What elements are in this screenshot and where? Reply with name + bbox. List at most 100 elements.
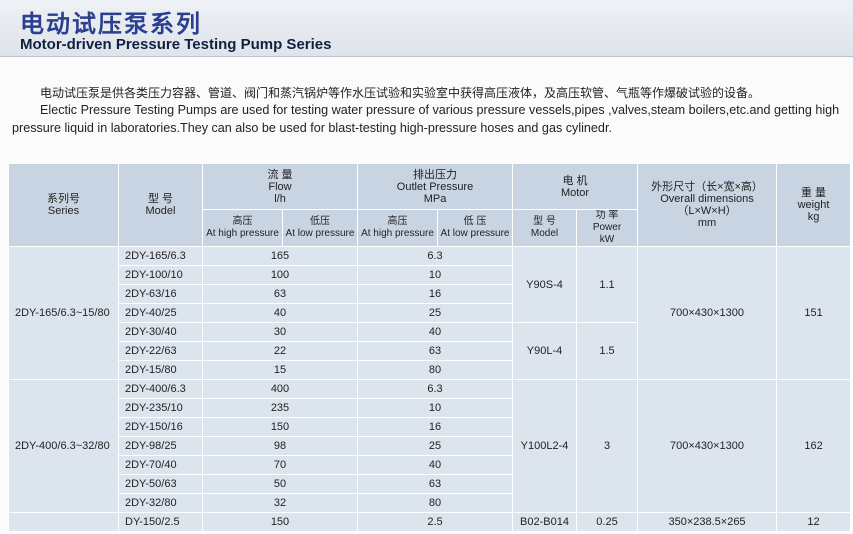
- header-text: 型 号: [533, 216, 556, 227]
- motor-model-cell: B02-B014: [512, 512, 578, 532]
- title-cn: 电动试压泵系列: [20, 11, 202, 38]
- weight-cell: 12: [776, 512, 852, 532]
- header-text: kW: [599, 234, 615, 245]
- flow-cell: 30: [202, 322, 358, 342]
- weight-cell: 162: [776, 379, 852, 513]
- header-text: kg: [807, 211, 820, 223]
- header-text: 高压: [232, 216, 253, 227]
- pressure-cell: 6.3: [356, 246, 514, 266]
- series-cell: 2DY-165/6.3~15/80: [8, 246, 119, 380]
- header-text: 重 量: [800, 187, 827, 199]
- dimensions-cell: 700×430×1300: [637, 246, 778, 380]
- pressure-cell: 40: [356, 455, 514, 475]
- flow-cell: 235: [202, 398, 358, 418]
- flow-cell: 165: [202, 246, 358, 266]
- pressure-cell: 40: [356, 322, 514, 342]
- pressure-cell: 16: [356, 417, 514, 437]
- header-text: mm: [697, 217, 717, 229]
- table-row: 2DY-15/80 15 80: [9, 360, 851, 380]
- dimensions-cell: 350×238.5×265: [637, 512, 778, 532]
- header-cell: 型 号 Model: [118, 163, 203, 247]
- pressure-cell: 25: [356, 436, 514, 456]
- header-text: 型 号: [147, 193, 174, 205]
- model-cell: 2DY-400/6.3: [118, 379, 203, 399]
- series-cell: [8, 512, 119, 532]
- header-cell: 高压 At high pressure: [357, 209, 438, 247]
- table-row: 2DY-98/25 98 25: [9, 436, 851, 456]
- motor-model-cell: Y90S-4: [512, 246, 578, 323]
- model-cell: 2DY-98/25: [118, 436, 203, 456]
- header-cell: 重 量 weight kg: [776, 163, 852, 247]
- table-row: 2DY-100/10 100 10: [9, 265, 851, 285]
- header-text: Model: [530, 228, 559, 239]
- header-text: Model: [145, 205, 176, 217]
- model-cell: 2DY-70/40: [118, 455, 203, 475]
- spec-table: 系列号 Series 型 号 Model 流 量 Flow l/h 排出压力 Outlet…: [8, 163, 852, 532]
- header-text: 外形尺寸（长×宽×高）: [651, 181, 763, 193]
- header-text: At low pressure: [440, 228, 510, 239]
- header-cell: 外形尺寸（长×宽×高） Overall dimensions （L×W×H） mm: [637, 163, 778, 247]
- header-cell: 低 压 At low pressure: [436, 209, 514, 247]
- model-cell: 2DY-165/6.3: [118, 246, 203, 266]
- model-cell: 2DY-235/10: [118, 398, 203, 418]
- header-text: 低 压: [463, 216, 487, 227]
- flow-cell: 70: [202, 455, 358, 475]
- header-cell: 系列号 Series: [8, 163, 119, 247]
- header-text: Motor: [560, 186, 590, 199]
- pressure-cell: 6.3: [356, 379, 514, 399]
- flow-cell: 22: [202, 341, 358, 361]
- flow-cell: 100: [202, 265, 358, 285]
- motor-power-cell: 1.5: [576, 322, 639, 380]
- table-row: 2DY-150/16 150 16: [9, 417, 851, 437]
- pressure-cell: 63: [356, 341, 514, 361]
- table-row: 2DY-400/6.3~32/80 2DY-400/6.3 400 6.3 Y100L2…: [8, 379, 852, 513]
- flow-cell: 40: [202, 303, 358, 323]
- model-cell: 2DY-40/25: [118, 303, 203, 323]
- flow-cell: 32: [202, 493, 358, 513]
- header-text: 高压: [387, 216, 408, 227]
- table-row: 2DY-70/40 70 40: [9, 455, 851, 475]
- table-row: 2DY-63/16 63 16: [9, 284, 851, 304]
- model-cell: 2DY-150/16: [118, 417, 203, 437]
- weight-cell: 151: [776, 246, 852, 380]
- header-text: Outlet Pressure: [396, 180, 474, 193]
- pressure-cell: 63: [356, 474, 514, 494]
- model-cell: 2DY-22/63: [118, 341, 203, 361]
- flow-cell: 15: [202, 360, 358, 380]
- header-text: Overall dimensions: [660, 193, 754, 205]
- header-text: 系列号: [47, 193, 80, 205]
- pressure-cell: 2.5: [356, 512, 514, 532]
- series-cell: 2DY-400/6.3~32/80: [8, 379, 119, 513]
- table-body: 2DY-165/6.3~15/80 2DY-165/6.3 165 6.3 Y90S-4…: [8, 246, 852, 532]
- motor-model-cell: Y90L-4: [512, 322, 578, 380]
- model-cell: 2DY-30/40: [118, 322, 203, 342]
- header-cell: 高压 At high pressure: [202, 209, 283, 247]
- intro-cn: 电动试压泵是供各类压力容器、管道、阀门和蒸汽锅炉等作水压试验和实验室中获得高压液…: [40, 86, 761, 100]
- header-cell: 型 号 Model: [512, 209, 578, 247]
- pressure-cell: 80: [356, 360, 514, 380]
- motor-power-cell: 0.25: [576, 512, 639, 532]
- pressure-cell: 10: [356, 398, 514, 418]
- table-row: 2DY-30/40 30 40 Y90L-4 1.5: [9, 322, 851, 380]
- model-cell: 2DY-100/10: [118, 265, 203, 285]
- table-row: DY-150/2.5 150 2.5 B02-B014 0.25 350×238.5×26…: [8, 512, 852, 532]
- table-row: 2DY-165/6.3~15/80 2DY-165/6.3 165 6.3 Y90S-4…: [8, 246, 852, 380]
- pressure-cell: 16: [356, 284, 514, 304]
- header-cell: 功 率 Power kW: [576, 209, 639, 247]
- intro-en: Electic Pressure Testing Pumps are used …: [12, 103, 840, 135]
- title-en: Motor-driven Pressure Testing Pump Serie…: [20, 36, 332, 53]
- model-cell: 2DY-32/80: [118, 493, 203, 513]
- flow-cell: 63: [202, 284, 358, 304]
- motor-model-cell: Y100L2-4: [512, 379, 578, 513]
- banner: 电动试压泵系列 Motor-driven Pressure Testing Pu…: [0, 0, 853, 57]
- header-cell: 电 机 Motor: [512, 163, 639, 210]
- motor-power-cell: 3: [576, 379, 639, 513]
- model-cell: 2DY-50/63: [118, 474, 203, 494]
- header-text: At high pressure: [206, 228, 279, 239]
- flow-cell: 150: [202, 417, 358, 437]
- header-cell: 流 量 Flow l/h: [202, 163, 358, 210]
- flow-cell: 50: [202, 474, 358, 494]
- table-row: 2DY-22/63 22 63: [9, 341, 851, 361]
- header-text: 低压: [310, 216, 330, 227]
